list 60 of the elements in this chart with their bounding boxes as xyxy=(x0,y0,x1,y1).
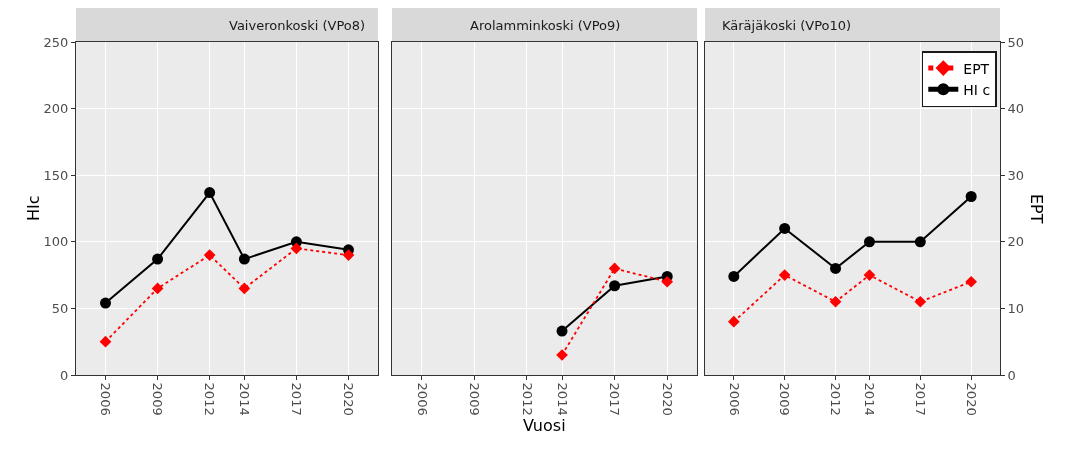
legend-label: EPT xyxy=(963,60,990,77)
x-axis-title: Vuosi xyxy=(523,416,566,435)
y-tick-label: 200 xyxy=(43,101,69,117)
x-tick-label: 2009 xyxy=(150,382,166,416)
y-tick-label: 0 xyxy=(60,367,69,383)
y2-tick-label: 50 xyxy=(1007,34,1025,50)
point xyxy=(965,191,977,203)
y2-tick-label: 10 xyxy=(1007,300,1025,316)
point xyxy=(965,275,978,288)
y-tick-label: 150 xyxy=(43,167,69,183)
point xyxy=(342,249,355,261)
y-tick-label: 50 xyxy=(51,300,69,316)
y-tick-label: 250 xyxy=(43,34,69,50)
point xyxy=(151,282,164,295)
x-tick-label: 2017 xyxy=(607,382,623,416)
point xyxy=(863,236,875,248)
x-tick-label: 2006 xyxy=(414,382,430,416)
y2-tick-label: 40 xyxy=(1007,101,1025,117)
x-tick-label: 2017 xyxy=(289,382,305,416)
y2-tick-label: 0 xyxy=(1007,367,1016,383)
point xyxy=(203,249,216,261)
x-tick-label: 2020 xyxy=(963,382,979,416)
point xyxy=(779,222,791,234)
x-tick-label: 2006 xyxy=(726,382,742,416)
point xyxy=(727,315,740,328)
x-tick-label: 2009 xyxy=(467,382,483,416)
y2-axis-title: EPT xyxy=(1027,194,1046,224)
point xyxy=(99,335,112,348)
point xyxy=(100,297,112,309)
x-tick-label: 2014 xyxy=(862,382,878,416)
y-tick-label: 100 xyxy=(43,234,69,250)
chart-title: Vaiveronkoski (VPo8) xyxy=(229,18,366,33)
point xyxy=(290,242,303,255)
x-tick-label: 2020 xyxy=(659,382,675,416)
point xyxy=(830,262,842,274)
point xyxy=(778,269,791,281)
x-tick-label: 2014 xyxy=(554,382,570,416)
point xyxy=(914,236,926,248)
chart-title: Arolamminkoski (VPo9) xyxy=(470,18,621,33)
point xyxy=(863,269,876,281)
point xyxy=(914,295,927,308)
y2-tick-label: 20 xyxy=(1007,234,1025,250)
x-tick-label: 2020 xyxy=(341,382,357,416)
point xyxy=(829,295,842,308)
x-tick-label: 2012 xyxy=(519,382,535,416)
point xyxy=(238,282,251,295)
x-tick-label: 2012 xyxy=(828,382,844,416)
point xyxy=(238,253,250,265)
chart-title: Käräjäkoski (VPo10) xyxy=(722,18,852,33)
y2-tick-label: 30 xyxy=(1007,167,1025,183)
legend-label: HI c xyxy=(963,81,991,98)
x-tick-label: 2017 xyxy=(913,382,929,416)
point xyxy=(728,270,740,282)
y-axis-title: HIc xyxy=(24,195,43,221)
x-tick-label: 2009 xyxy=(777,382,793,416)
point xyxy=(152,253,164,265)
x-tick-label: 2014 xyxy=(237,382,253,416)
x-tick-label: 2012 xyxy=(202,382,218,416)
point xyxy=(204,187,216,199)
x-tick-label: 2006 xyxy=(98,382,114,416)
